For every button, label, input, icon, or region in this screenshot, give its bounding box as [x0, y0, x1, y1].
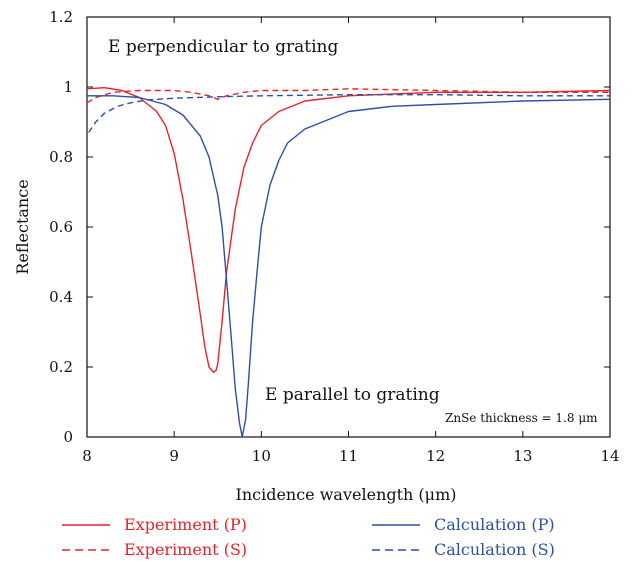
y-tick-label: 0.6 — [49, 218, 73, 236]
plot-frame — [86, 16, 611, 438]
legend-label: Experiment (S) — [124, 540, 247, 559]
y-tick-label: 0.4 — [49, 288, 73, 306]
series-line-experiment-s — [86, 88, 610, 104]
legend-label: Calculation (S) — [434, 540, 555, 559]
legend: Experiment (P) Experiment (S) Calculation … — [62, 515, 555, 559]
y-tick-label: 1 — [63, 78, 73, 96]
x-axis-label: Incidence wavelength (μm) — [236, 485, 457, 504]
annotation-bottom: E parallel to grating — [265, 385, 440, 405]
annotation-thickness: ZnSe thickness = 1.8 μm — [445, 411, 598, 425]
y-tick-label: 0.2 — [49, 358, 73, 376]
legend-label: Calculation (P) — [434, 515, 555, 534]
series-line-calculation-s — [88, 93, 610, 133]
x-tick-label: 13 — [513, 447, 532, 465]
x-tick-label: 10 — [252, 447, 271, 465]
series-line-calculation-p — [87, 95, 611, 438]
y-tick-label: 0 — [63, 428, 73, 446]
y-tick-label: 0.8 — [49, 148, 73, 166]
x-tick-label: 12 — [426, 447, 445, 465]
x-tick-label: 11 — [339, 447, 358, 465]
series-line-experiment-p — [86, 86, 611, 373]
x-tick-label: 14 — [600, 447, 619, 465]
y-axis-label: Reflectance — [13, 179, 32, 274]
x-tick-label: 8 — [82, 447, 92, 465]
x-tick-label: 9 — [169, 447, 179, 465]
y-tick-label: 1.2 — [49, 8, 73, 26]
annotation-top: E perpendicular to grating — [108, 37, 338, 57]
legend-label: Experiment (P) — [124, 515, 247, 534]
